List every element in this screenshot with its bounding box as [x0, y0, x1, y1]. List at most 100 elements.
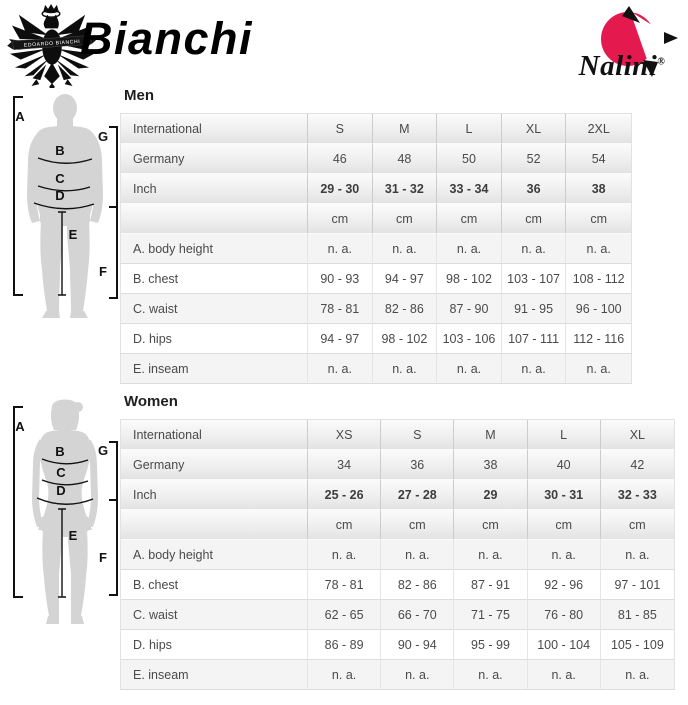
value-cell: cm [372, 204, 438, 234]
registered-trademark-symbol: ® [657, 56, 666, 68]
value-cell: 90 - 94 [381, 630, 455, 660]
value-cell: 2XL [566, 114, 631, 144]
value-cell: 98 - 102 [437, 264, 502, 294]
value-cell: n. a. [308, 354, 373, 384]
value-cell: n. a. [437, 234, 502, 264]
men-diagram-label-g: G [98, 129, 108, 144]
value-cell: n. a. [372, 234, 438, 264]
men-diagram-label-e: E [69, 227, 78, 242]
value-cell: L [527, 420, 601, 450]
value-cell: XL [501, 114, 567, 144]
men-diagram-label-f: F [99, 264, 107, 279]
value-cell: cm [527, 510, 601, 540]
row-label-cell: B. chest [121, 570, 308, 600]
value-cell: 81 - 85 [600, 600, 674, 630]
men-measure-row: B. chest 90 - 93 94 - 97 98 - 102 103 - 107 1… [121, 264, 631, 294]
value-cell: 76 - 80 [527, 600, 601, 630]
value-cell: 38 [454, 450, 528, 480]
value-cell: 94 - 97 [308, 324, 373, 354]
value-cell: n. a. [372, 354, 438, 384]
value-cell: 31 - 32 [372, 174, 438, 204]
women-bracket-lines [13, 406, 118, 598]
men-size-row: cm cm cm cm cm [121, 204, 631, 234]
value-cell: 71 - 75 [454, 600, 528, 630]
men-measure-row: A. body height n. a. n. a. n. a. n. a. n. a. [121, 234, 631, 264]
value-cell: cm [501, 204, 567, 234]
value-cell: n. a. [600, 540, 674, 570]
value-cell: 40 [527, 450, 601, 480]
value-cell: n. a. [308, 540, 382, 570]
women-section-heading: Women [124, 393, 178, 410]
value-cell: 82 - 86 [381, 570, 455, 600]
bianchi-wordmark: Bianchi [80, 13, 254, 64]
row-label-cell [121, 510, 308, 540]
women-size-table: International XS S M L XL Germany 34 36 38 40 42 Inc… [120, 419, 675, 690]
men-measure-row: E. inseam n. a. n. a. n. a. n. a. n. a. [121, 354, 631, 384]
row-label-cell: International [121, 420, 308, 450]
women-measure-lines [36, 458, 94, 598]
value-cell: S [308, 114, 373, 144]
value-cell: 48 [372, 144, 438, 174]
value-cell: 36 [501, 174, 567, 204]
value-cell: 27 - 28 [381, 480, 455, 510]
value-cell: 36 [381, 450, 455, 480]
value-cell: 108 - 112 [566, 264, 631, 294]
row-label-cell: International [121, 114, 308, 144]
value-cell: 25 - 26 [308, 480, 382, 510]
men-diagram-label-c: C [55, 171, 65, 186]
nalini-wordmark-text: Nalini [578, 50, 658, 82]
row-label-cell: Germany [121, 144, 308, 174]
value-cell: 38 [566, 174, 631, 204]
women-size-table-body: International XS S M L XL Germany 34 36 38 40 42 Inc… [121, 420, 674, 690]
women-diagram-label-f: F [99, 550, 107, 565]
value-cell: 95 - 99 [454, 630, 528, 660]
men-bracket-lines [13, 96, 118, 299]
men-diagram-label-b: B [55, 143, 64, 158]
value-cell: n. a. [454, 540, 528, 570]
row-label-cell [121, 204, 308, 234]
row-label-cell: E. inseam [121, 660, 308, 690]
value-cell: 32 - 33 [600, 480, 674, 510]
women-measure-row: E. inseam n. a. n. a. n. a. n. a. n. a. [121, 660, 674, 690]
value-cell: M [454, 420, 528, 450]
women-measure-row: D. hips 86 - 89 90 - 94 95 - 99 100 - 104 105… [121, 630, 674, 660]
value-cell: 112 - 116 [566, 324, 631, 354]
row-label-cell: C. waist [121, 294, 308, 324]
row-label-cell: D. hips [121, 324, 308, 354]
women-body-measurement-diagram: A B C D E G F [13, 399, 118, 624]
men-diagram-label-a: A [15, 109, 25, 124]
value-cell: n. a. [566, 354, 631, 384]
value-cell: 33 - 34 [437, 174, 502, 204]
men-measure-row: D. hips 94 - 97 98 - 102 103 - 106 107 - 111… [121, 324, 631, 354]
value-cell: 46 [308, 144, 373, 174]
women-measure-row: A. body height n. a. n. a. n. a. n. a. n. a. [121, 540, 674, 570]
row-label-cell: B. chest [121, 264, 308, 294]
value-cell: cm [566, 204, 631, 234]
value-cell: 34 [308, 450, 382, 480]
men-size-table: International S M L XL 2XL Germany 46 48 50 52 54 In… [120, 113, 632, 384]
value-cell: n. a. [600, 660, 674, 690]
value-cell: cm [308, 204, 373, 234]
men-size-row: Inch 29 - 30 31 - 32 33 - 34 36 38 [121, 174, 631, 204]
men-section-heading: Men [124, 87, 154, 104]
value-cell: L [437, 114, 502, 144]
value-cell: 107 - 111 [501, 324, 567, 354]
value-cell: 29 [454, 480, 528, 510]
value-cell: XS [308, 420, 382, 450]
value-cell: n. a. [501, 354, 567, 384]
value-cell: 94 - 97 [372, 264, 438, 294]
value-cell: 105 - 109 [600, 630, 674, 660]
value-cell: S [381, 420, 455, 450]
value-cell: 66 - 70 [381, 600, 455, 630]
value-cell: 30 - 31 [527, 480, 601, 510]
row-label-cell: A. body height [121, 234, 308, 264]
men-size-table-body: International S M L XL 2XL Germany 46 48 50 52 54 In… [121, 114, 631, 384]
row-label-cell: E. inseam [121, 354, 308, 384]
women-diagram-label-c: C [56, 465, 66, 480]
women-size-row: Germany 34 36 38 40 42 [121, 450, 674, 480]
value-cell: 50 [437, 144, 502, 174]
men-diagram-label-d: D [55, 188, 64, 203]
row-label-cell: C. waist [121, 600, 308, 630]
value-cell: n. a. [527, 660, 601, 690]
men-body-measurement-diagram: A B C D E G F [13, 94, 118, 318]
